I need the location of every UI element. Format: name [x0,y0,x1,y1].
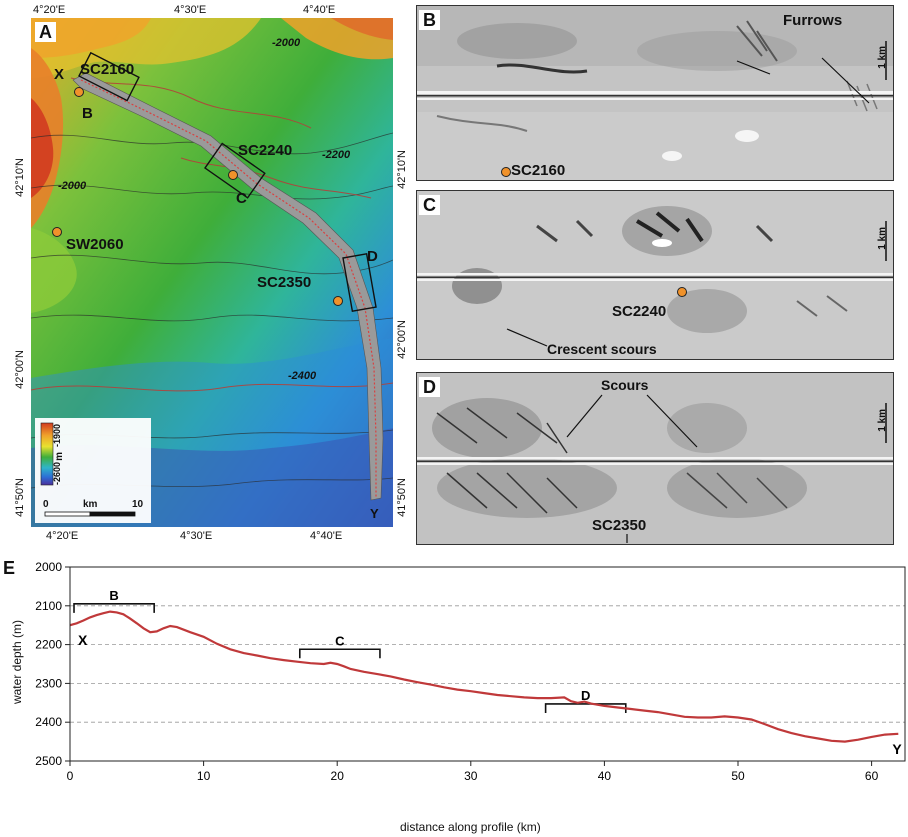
label-crescent-scours: Crescent scours [547,341,657,357]
panel-c-site-marker [677,287,687,297]
map-bottom-lon-1: 4°20'E [46,530,79,542]
box-label-c: C [236,190,247,207]
xtick-label-30: 30 [464,769,478,783]
label-furrows: Furrows [783,12,843,29]
site-label-sw2060: SW2060 [66,236,124,253]
xtick-label-50: 50 [731,769,745,783]
depth-profile-chart: 2000 2100 2200 2300 2400 2500 0 10 20 30 40 50 60 B… [35,560,906,783]
profile-end-label: Y [892,741,902,757]
profile-line [69,610,899,743]
site-label-sc2350: SC2350 [257,274,312,291]
panel-b-sonar: B Furrows SC2160 1 km [416,5,894,181]
map-left-lat-2: 42°00'N [14,350,26,389]
profile-xlabel: distance along profile (km) [400,820,541,834]
legend-min: -2600 [52,462,62,486]
ytick-label-2200: 2200 [35,638,62,652]
map-right-lat-1: 42°10'N [396,150,408,189]
scale-end: 10 [132,499,144,510]
ytick-label-2100: 2100 [35,599,62,613]
map-left-lat-1: 42°10'N [14,158,26,197]
legend-max: -1900 [52,424,62,448]
panel-c-scale: 1 km [877,227,888,250]
bracket-b [73,603,155,613]
site-marker-sc2240 [228,170,238,180]
label-scours: Scours [601,377,649,393]
panel-b-scale: 1 km [877,46,888,69]
bracket-d [544,703,627,713]
panel-a-letter: A [35,22,56,42]
map-top-lon-3: 4°40'E [303,4,336,16]
site-marker-sc2160 [74,87,84,97]
map-top-lon-2: 4°30'E [174,4,207,16]
map-left-lat-3: 41°50'N [14,478,26,517]
ytick-label-2000: 2000 [35,560,62,574]
bracket-label-b: B [109,588,118,603]
legend-unit: m [54,452,65,461]
site-label-sc2160: SC2160 [80,61,135,78]
ytick-label-2500: 2500 [35,754,62,768]
panel-d-sonar: D Scours SC2350 1 km [416,372,894,545]
endpoint-x: X [54,66,65,83]
box-label-b: B [82,105,93,122]
contour-label-1: -2000 [272,37,301,49]
bracket-label-d: D [581,688,590,703]
scale-unit: km [83,499,98,510]
panel-c-letter: C [419,195,440,215]
panel-b-site-marker [501,167,511,177]
contour-label-2: -2200 [322,149,351,161]
panel-c-site-label: SC2240 [612,303,667,320]
map-right-lat-2: 42°00'N [396,320,408,359]
panel-a: 4°20'E 4°30'E 4°40'E 4°20'E 4°30'E 4°40'… [0,0,410,545]
endpoint-y: Y [370,506,379,521]
panel-c-sonar: C SC2240 Crescent scours 1 km [416,190,894,360]
xtick-label-40: 40 [598,769,612,783]
ytick-label-2400: 2400 [35,715,62,729]
map-bottom-lon-3: 4°40'E [310,530,343,542]
bracket-label-c: C [335,633,345,648]
site-label-sc2240: SC2240 [238,142,293,159]
profile-start-label: X [78,632,88,648]
bracket-c [298,648,381,659]
ytick-label-2300: 2300 [35,676,62,690]
xtick-label-60: 60 [865,769,879,783]
map-top-lon-1: 4°20'E [33,4,66,16]
panel-b-site-label: SC2160 [511,162,566,179]
contour-label-4: -2400 [288,370,317,382]
contour-label-3: -2000 [58,180,87,192]
panel-b-letter: B [419,10,440,30]
site-marker-sc2350 [333,296,343,306]
site-marker-sw2060 [52,227,62,237]
map-bottom-lon-2: 4°30'E [180,530,213,542]
panel-d-letter: D [419,377,440,397]
xtick-label-0: 0 [67,769,74,783]
bathymetry-map [31,18,393,527]
map-right-lat-3: 41°50'N [396,478,408,517]
box-label-d: D [367,248,378,265]
xtick-label-20: 20 [331,769,345,783]
panel-e-letter: E [3,558,16,578]
scale-start: 0 [43,499,49,510]
xtick-label-10: 10 [197,769,211,783]
panel-d-scale: 1 km [877,409,888,432]
panel-d-site-label: SC2350 [592,517,647,534]
